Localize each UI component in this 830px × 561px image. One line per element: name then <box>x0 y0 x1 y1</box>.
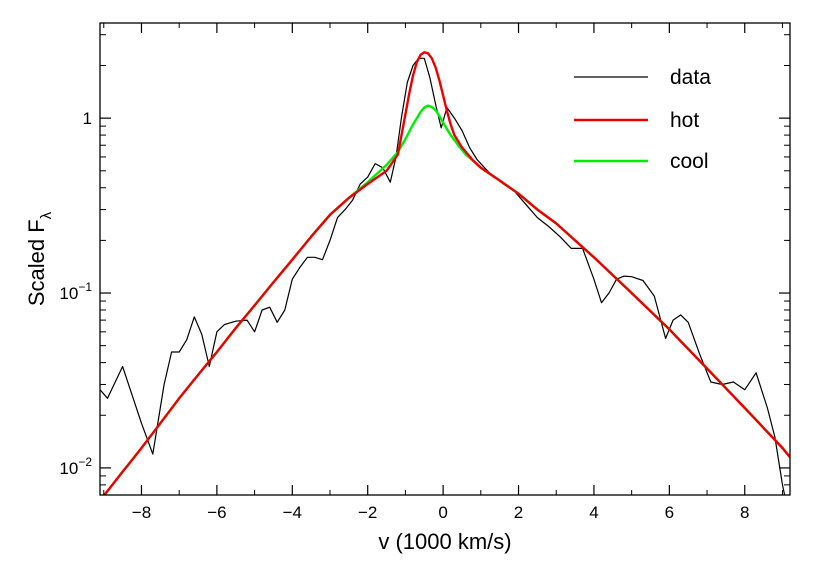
y-tick-label-base: 1 <box>83 109 92 128</box>
y-axis-title-subscript: λ <box>38 211 55 219</box>
x-tick-label: −6 <box>207 503 226 522</box>
y-tick-label: 10−1 <box>59 280 92 303</box>
y-tick-label-base: 10 <box>59 284 78 303</box>
x-axis-title: v (1000 km/s) <box>378 529 511 554</box>
y-tick-label-exponent: −1 <box>78 280 92 294</box>
x-tick-label: 8 <box>740 503 749 522</box>
ticks-layer <box>100 23 790 496</box>
series-line-hot <box>102 51 790 495</box>
x-tick-label: 0 <box>438 503 447 522</box>
x-tick-label: −4 <box>283 503 302 522</box>
y-axis-title-main: Scaled F <box>24 219 49 306</box>
plot-frame <box>99 22 791 496</box>
legend-label-data: data <box>670 66 711 89</box>
x-tick-label: 4 <box>589 503 598 522</box>
y-tick-label-exponent: −2 <box>78 455 92 469</box>
series-layer <box>100 51 790 495</box>
x-tick-label: −2 <box>358 503 377 522</box>
x-tick-label: 2 <box>514 503 523 522</box>
y-tick-label: 10−2 <box>59 455 92 478</box>
legend-label-cool: cool <box>670 150 709 173</box>
x-tick-label: −8 <box>132 503 151 522</box>
legend: data hot cool <box>574 66 711 173</box>
y-tick-label-base: 10 <box>59 459 78 478</box>
y-axis-title: Scaled Fλ <box>24 211 55 306</box>
series-line-data <box>100 57 786 495</box>
x-tick-label: 6 <box>665 503 674 522</box>
y-tick-label: 1 <box>83 109 92 128</box>
legend-label-hot: hot <box>670 109 699 132</box>
